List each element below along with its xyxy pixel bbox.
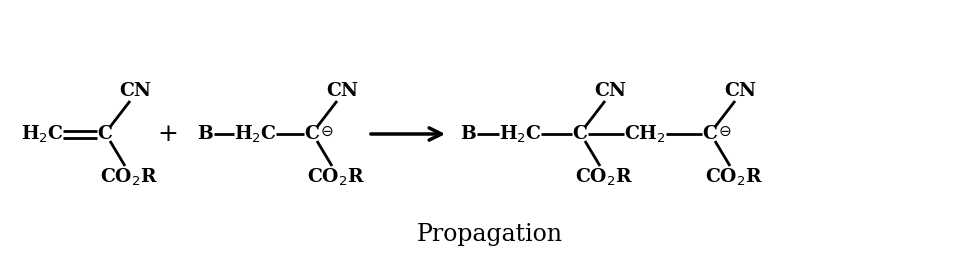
Text: CN: CN <box>594 82 625 100</box>
Text: CO$_2$R: CO$_2$R <box>307 166 365 188</box>
Text: CO$_2$R: CO$_2$R <box>574 166 633 188</box>
Text: ⊖: ⊖ <box>321 124 333 139</box>
Text: B: B <box>460 125 475 143</box>
Text: H$_2$C: H$_2$C <box>498 123 541 145</box>
Text: C: C <box>304 125 319 143</box>
Text: Propagation: Propagation <box>417 223 562 246</box>
Text: CO$_2$R: CO$_2$R <box>100 166 157 188</box>
Text: +: + <box>157 123 178 146</box>
Text: H$_2$C: H$_2$C <box>234 123 276 145</box>
Text: CN: CN <box>119 82 151 100</box>
Text: ⊖: ⊖ <box>718 124 731 139</box>
Text: C: C <box>572 125 587 143</box>
Text: CH$_2$: CH$_2$ <box>623 123 665 145</box>
Text: CN: CN <box>326 82 358 100</box>
Text: CO$_2$R: CO$_2$R <box>704 166 762 188</box>
Text: H$_2$C: H$_2$C <box>21 123 64 145</box>
Text: C: C <box>98 125 112 143</box>
Text: C: C <box>702 125 717 143</box>
Text: B: B <box>197 125 212 143</box>
Text: CN: CN <box>724 82 755 100</box>
